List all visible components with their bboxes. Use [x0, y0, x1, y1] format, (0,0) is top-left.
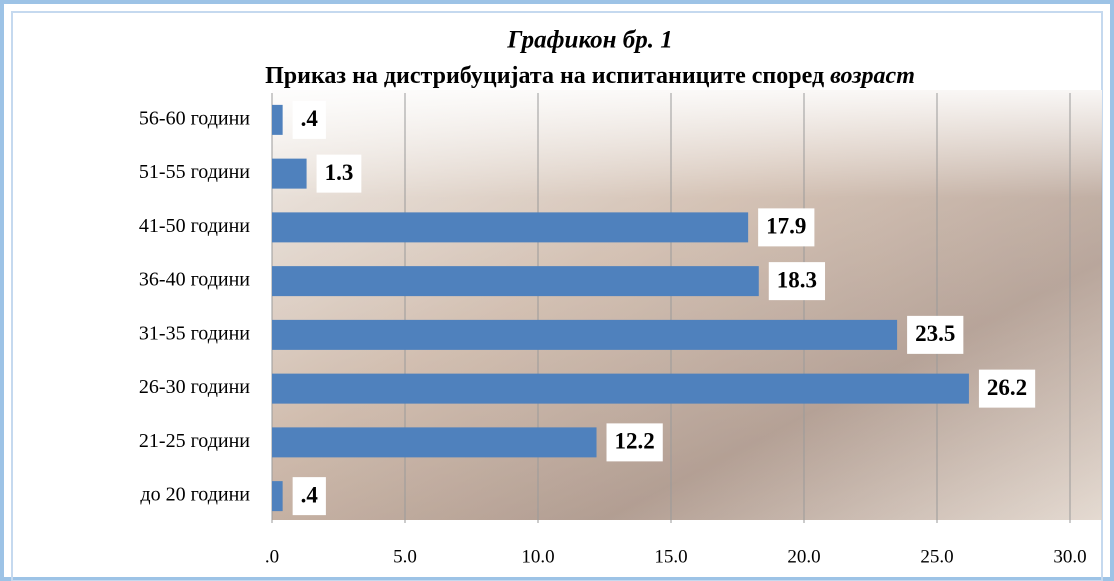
y-tick-label: 56-60 години: [139, 107, 250, 129]
bar: [272, 481, 283, 511]
value-label: 18.3: [777, 267, 817, 292]
x-tick-label: .0: [265, 546, 279, 567]
y-tick-label: 51-55 години: [139, 161, 250, 183]
value-label: 23.5: [915, 321, 955, 346]
bar: [272, 105, 283, 135]
y-tick-label: 31-35 години: [139, 322, 250, 344]
x-tick-label: 25.0: [920, 546, 953, 567]
page: Графикон бр. 1 Приказ на дистрибуцијата …: [0, 0, 1114, 581]
value-label: .4: [301, 106, 319, 131]
bar: [272, 320, 897, 350]
bar: [272, 427, 597, 457]
value-label: 12.2: [615, 429, 655, 454]
y-tick-label: до 20 години: [140, 484, 250, 506]
value-label: 1.3: [325, 160, 354, 185]
bar: [272, 159, 307, 189]
x-tick-label: 20.0: [787, 546, 820, 567]
subtitle-text: Приказ на дистрибуцијата на испитаниците…: [265, 63, 824, 89]
chart-title: Графикон бр. 1: [506, 27, 673, 54]
x-tick-label: 15.0: [654, 546, 687, 567]
bar: [272, 266, 759, 296]
x-tick-label: 10.0: [521, 546, 554, 567]
chart: Графикон бр. 1 Приказ на дистрибуцијата …: [0, 0, 1114, 581]
y-tick-label: 21-25 години: [139, 430, 250, 452]
value-label: .4: [301, 482, 319, 507]
chart-subtitle: Приказ на дистрибуцијата на испитаниците…: [265, 63, 915, 89]
value-label: 17.9: [766, 214, 806, 239]
x-tick-label: 30.0: [1053, 546, 1086, 567]
subtitle-emphasis: возраст: [830, 63, 915, 89]
bar: [272, 212, 748, 242]
x-tick-label: 5.0: [393, 546, 417, 567]
y-tick-label: 41-50 години: [139, 215, 250, 237]
y-tick-label: 26-30 години: [139, 376, 250, 398]
bar: [272, 374, 969, 404]
y-tick-label: 36-40 години: [139, 269, 250, 291]
value-label: 26.2: [987, 375, 1027, 400]
